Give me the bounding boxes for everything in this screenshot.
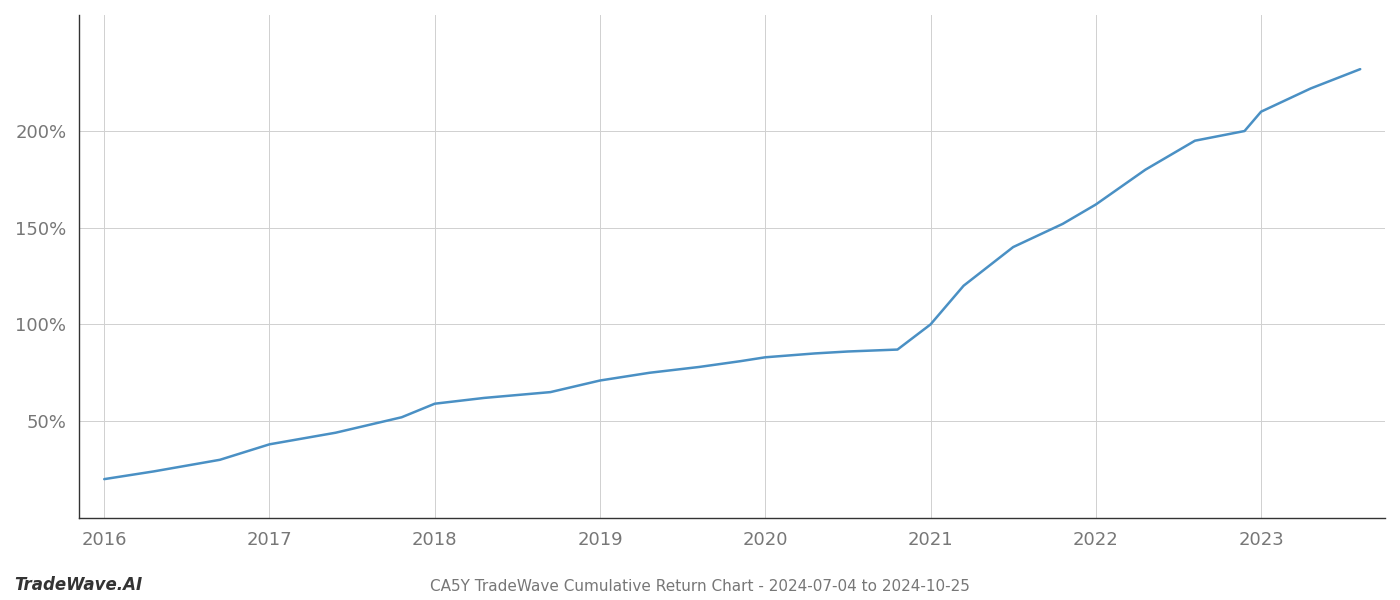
Text: TradeWave.AI: TradeWave.AI [14, 576, 143, 594]
Text: CA5Y TradeWave Cumulative Return Chart - 2024-07-04 to 2024-10-25: CA5Y TradeWave Cumulative Return Chart -… [430, 579, 970, 594]
